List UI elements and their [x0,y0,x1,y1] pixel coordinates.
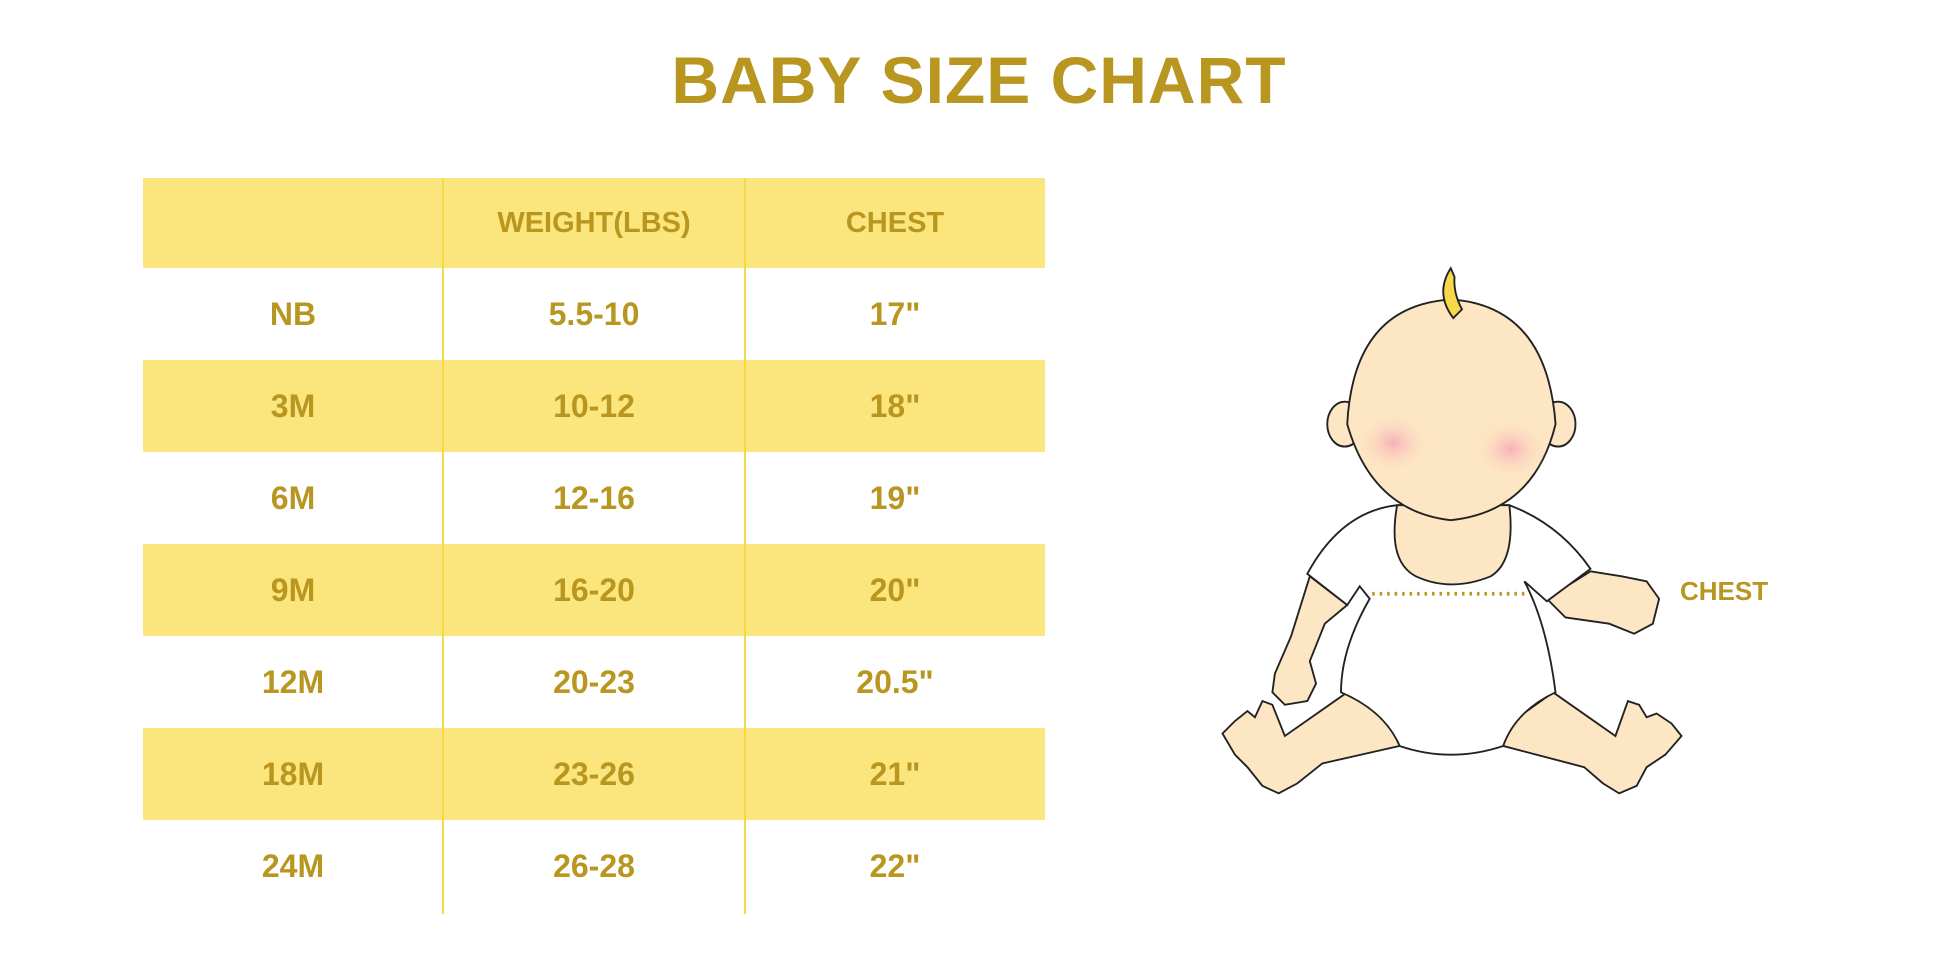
table-row: 3M 10-12 18" [143,360,1045,452]
header-cell: WEIGHT(LBS) [497,206,691,239]
chest-cell: 22" [869,847,921,884]
head [1346,298,1557,522]
left-cheek [1355,411,1431,475]
right-cheek [1473,417,1549,481]
table-row: 18M 23-26 21" [143,728,1045,820]
hair-curl [1442,266,1464,320]
left-arm [1271,574,1349,706]
column-divider [442,178,444,914]
chest-cell: 20" [869,571,921,608]
chest-label: CHEST [1680,576,1769,606]
page-title: BABY SIZE CHART [671,43,1287,117]
column-divider [744,178,746,914]
header-cell: CHEST [845,206,945,239]
size-table: WEIGHT(LBS) CHEST NB 5.5-10 17" 3M 10-12… [143,178,1045,912]
chest-cell: 20.5" [856,663,934,700]
size-cell: 12M [261,663,325,700]
size-cell: 9M [270,571,316,608]
table-row: 12M 20-23 20.5" [143,636,1045,728]
right-leg [1502,691,1683,795]
weight-cell: 23-26 [553,755,635,792]
table-row: NB 5.5-10 17" [143,268,1045,360]
size-cell: 18M [261,755,325,792]
weight-cell: 5.5-10 [548,295,640,332]
weight-cell: 26-28 [553,847,635,884]
chest-cell: 19" [869,479,921,516]
chest-cell: 21" [869,755,921,792]
size-cell: 3M [270,387,316,424]
table-row: 24M 26-28 22" [143,820,1045,912]
table-header-row: WEIGHT(LBS) CHEST [143,178,1045,268]
size-cell: 6M [270,479,316,516]
neck [1393,504,1512,586]
table-row: 9M 16-20 20" [143,544,1045,636]
weight-cell: 20-23 [553,663,635,700]
chest-cell: 17" [869,295,921,332]
left-leg [1221,691,1401,795]
chest-cell: 18" [869,387,921,424]
weight-cell: 16-20 [553,571,635,608]
size-cell: NB [269,295,317,332]
table-row: 6M 12-16 19" [143,452,1045,544]
right-arm [1545,570,1661,635]
onesie [1306,504,1592,756]
size-cell: 24M [261,847,325,884]
weight-cell: 10-12 [553,387,635,424]
weight-cell: 12-16 [553,479,635,516]
